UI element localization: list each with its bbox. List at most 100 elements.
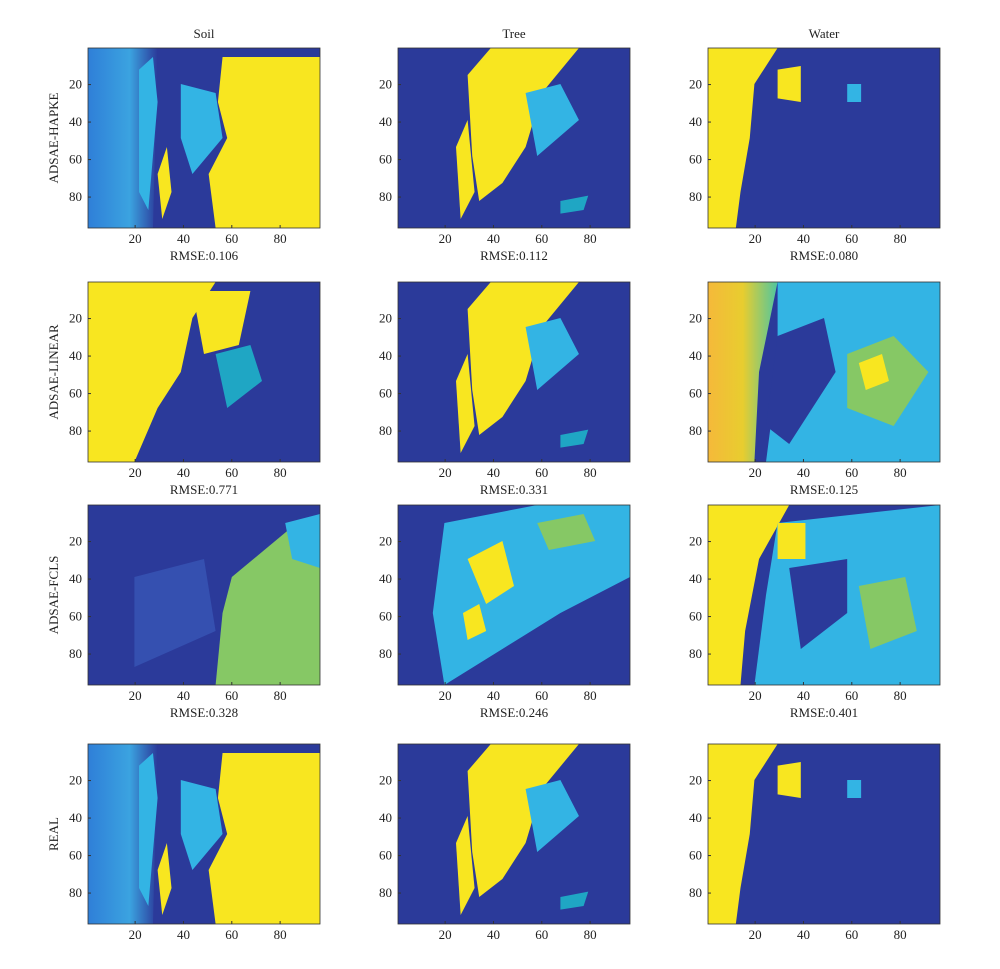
rmse-label: RMSE:0.125	[790, 482, 858, 497]
map-image	[88, 505, 320, 685]
map-image	[398, 282, 630, 462]
x-tick-label: 40	[487, 927, 500, 942]
x-tick-label: 40	[177, 465, 190, 480]
rmse-label: RMSE:0.328	[170, 705, 238, 720]
map-region	[462, 604, 487, 640]
x-tick-label: 60	[845, 927, 858, 942]
abundance-map: 20 40 60 80 20 40 60 80 RMSE:0.401	[689, 504, 941, 720]
x-tick-label: 40	[177, 927, 190, 942]
x-tick-label: 40	[487, 465, 500, 480]
y-tick-label: 20	[69, 77, 82, 92]
x-tick-label: 40	[797, 465, 810, 480]
abundance-map: 20 40 60 80 20 40 60 80	[69, 743, 321, 942]
map-region	[208, 57, 320, 228]
x-tick-label: 60	[225, 465, 238, 480]
map-region	[432, 505, 630, 685]
axes-box	[397, 743, 631, 925]
abundance-map: 20 40 60 80 20 40 60 80 RMSE:0.112	[379, 47, 631, 263]
y-tick-label: 80	[689, 885, 702, 900]
x-tick-label: 80	[894, 688, 907, 703]
x-tick-label: 80	[274, 688, 287, 703]
map-region	[215, 345, 262, 408]
axes-box	[87, 281, 321, 463]
y-tick-label: 40	[379, 810, 392, 825]
abundance-map: 20 40 60 80 20 40 60 80 RMSE:0.080	[689, 47, 941, 263]
map-region	[157, 843, 172, 915]
y-tick-label: 60	[69, 386, 82, 401]
y-tick-label: 60	[379, 848, 392, 863]
y-tick-label: 80	[379, 423, 392, 438]
y-tick-label: 40	[69, 571, 82, 586]
y-tick-label: 40	[689, 571, 702, 586]
map-region	[180, 84, 223, 174]
x-tick-label: 20	[749, 465, 762, 480]
row-label: ADSAE-LINEAR	[46, 324, 61, 420]
y-tick-label: 60	[69, 848, 82, 863]
map-region	[708, 744, 778, 924]
map-image	[708, 744, 940, 924]
map-region	[467, 48, 579, 201]
y-tick-label: 80	[69, 189, 82, 204]
x-tick-label: 40	[797, 231, 810, 246]
y-tick-label: 20	[379, 77, 392, 92]
abundance-map: 20 40 60 80 20 40 60 80 RMSE:0.331	[379, 281, 631, 497]
rmse-label: RMSE:0.246	[480, 705, 549, 720]
map-region	[708, 48, 778, 228]
map-region	[467, 541, 514, 604]
x-tick-label: 20	[129, 231, 142, 246]
x-tick-label: 60	[845, 231, 858, 246]
map-image	[88, 282, 320, 462]
abundance-map: 20 40 60 80 20 40 60 80	[379, 743, 631, 942]
y-tick-label: 20	[379, 311, 392, 326]
axes-box	[707, 281, 941, 463]
column-title: Soil	[194, 26, 215, 41]
map-image	[708, 48, 940, 228]
y-tick-label: 20	[69, 534, 82, 549]
map-region	[858, 577, 917, 649]
x-tick-label: 80	[584, 688, 597, 703]
x-tick-label: 60	[225, 688, 238, 703]
x-tick-label: 40	[487, 231, 500, 246]
x-tick-label: 40	[177, 688, 190, 703]
y-tick-label: 60	[69, 609, 82, 624]
map-image	[708, 505, 940, 685]
y-tick-label: 80	[689, 646, 702, 661]
map-image	[398, 48, 630, 228]
y-tick-label: 20	[69, 311, 82, 326]
y-tick-label: 60	[69, 152, 82, 167]
map-region	[208, 753, 320, 924]
x-tick-label: 80	[274, 465, 287, 480]
map-image	[398, 744, 630, 924]
y-tick-label: 80	[69, 885, 82, 900]
map-region	[139, 753, 158, 906]
y-tick-label: 60	[689, 848, 702, 863]
x-tick-label: 20	[749, 927, 762, 942]
abundance-map: 20 40 60 80 20 40 60 80 RMSE:0.106	[69, 47, 321, 263]
map-region	[134, 559, 216, 667]
map-region	[708, 282, 778, 462]
map-image	[708, 282, 940, 462]
x-tick-label: 60	[535, 927, 548, 942]
map-region	[537, 514, 596, 550]
y-tick-label: 80	[69, 646, 82, 661]
axes-box	[397, 47, 631, 229]
map-image	[398, 505, 630, 685]
map-region	[777, 523, 806, 559]
x-tick-label: 60	[535, 231, 548, 246]
map-region	[766, 318, 836, 444]
y-tick-label: 20	[379, 534, 392, 549]
x-tick-label: 20	[749, 231, 762, 246]
map-region	[192, 291, 251, 354]
y-tick-label: 40	[69, 810, 82, 825]
x-tick-label: 20	[129, 927, 142, 942]
y-tick-label: 40	[379, 571, 392, 586]
axes-box	[397, 281, 631, 463]
x-tick-label: 80	[894, 465, 907, 480]
map-region	[157, 147, 172, 219]
map-region	[525, 780, 579, 852]
axes-box	[707, 504, 941, 686]
y-tick-label: 20	[69, 773, 82, 788]
rmse-label: RMSE:0.401	[790, 705, 858, 720]
row-label: REAL	[46, 817, 61, 851]
map-region	[708, 505, 790, 685]
